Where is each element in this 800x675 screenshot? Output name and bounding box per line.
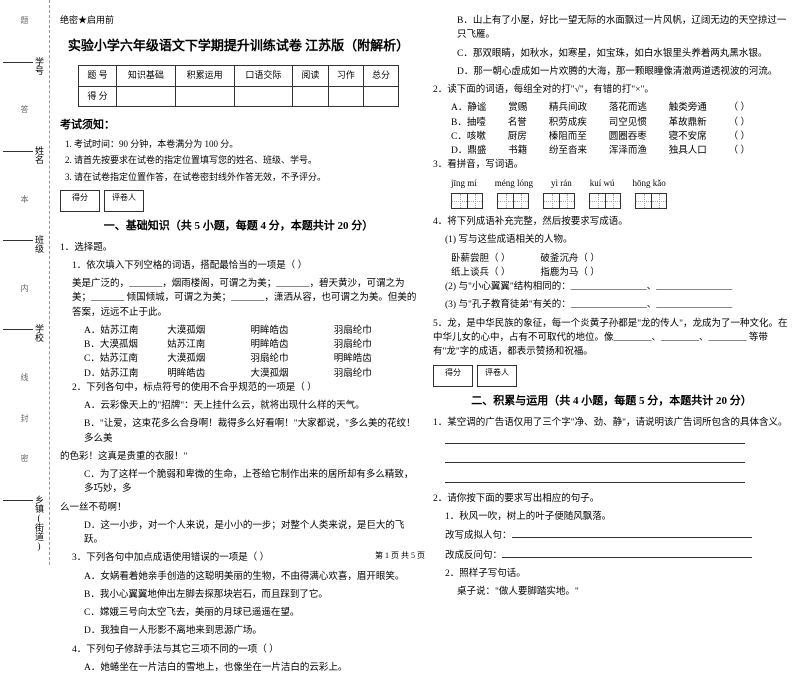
score-row-label: 得 分 bbox=[78, 86, 116, 107]
score-header: 阅读 bbox=[293, 66, 328, 87]
spine-field: 学号 bbox=[3, 55, 46, 75]
option: C．那双眼睛，如秋水，如寒星，如宝珠，如白水银里头养着两丸黑水银。 bbox=[433, 47, 790, 61]
char-box-group bbox=[451, 193, 483, 209]
option: B．山上有了小屋，好比一望无际的水面飘过一片风帆，辽阔无边的天空掠过一只飞雁。 bbox=[433, 14, 790, 43]
secret-mark: 绝密★启用前 bbox=[60, 14, 417, 28]
score-header: 题 号 bbox=[78, 66, 116, 87]
char-box-group bbox=[543, 193, 575, 209]
subquestion: 1．秋风一吹，树上的叶子便随风飘落。 bbox=[433, 510, 790, 524]
option-cont: 的色彩！这真是贵重的衣服！" bbox=[60, 450, 417, 464]
subquestion: 1．依次填入下列空格的词语，搭配最恰当的一项是（ ） bbox=[60, 259, 417, 273]
right-column: B．山上有了小屋，好比一望无际的水面飘过一片风帆，辽阔无边的天空掠过一只飞雁。 … bbox=[433, 14, 790, 545]
options-row: B．大漠孤烟姑苏江南明眸皓齿羽扇纶巾 bbox=[60, 338, 417, 352]
question-3: 3．看拼音，写词语。 bbox=[433, 158, 790, 172]
subquestion: 2．下列各句中，标点符号的使用不合乎规范的一项是（ ） bbox=[60, 381, 417, 395]
dash-mark: 答 bbox=[19, 105, 30, 113]
section-title: 二、积累与运用（共 4 小题，每题 5 分，本题共计 20 分） bbox=[433, 393, 790, 410]
notice-title: 考试须知： bbox=[60, 117, 417, 134]
char-boxes-row bbox=[433, 193, 790, 209]
char-box-group bbox=[589, 193, 621, 209]
option: D．我独自一人形影不离地来到思源广场。 bbox=[60, 624, 417, 638]
question-1: 1．选择题。 bbox=[60, 241, 417, 255]
page-footer: 第 1 页 共 5 页 bbox=[0, 550, 800, 561]
true-false-block: A．静谧赏赐精兵间政落花而逃触类旁通（ ） B．抽噎名誉积劳成疾司空见惯革故鼎新… bbox=[433, 101, 790, 158]
spine-field: 姓名 bbox=[3, 144, 46, 164]
subquestion: (2) 与"小心翼翼"结构相同的：________________、______… bbox=[433, 280, 790, 294]
dash-mark: 封 bbox=[19, 414, 30, 422]
question-body: 美是广泛的，_______，烟雨楼阁，可谓之为美；_______，碧天黄沙，可谓… bbox=[60, 277, 417, 320]
score-table: 题 号 知识基础 积累运用 口语交际 阅读 习作 总分 得 分 bbox=[78, 65, 399, 107]
option: D．那一朝心虚成如一片欢腾的大海，那一颗眼瞳像清澈两道透视波的河流。 bbox=[433, 65, 790, 79]
answer-line bbox=[433, 453, 790, 468]
question-2: 2．读下面的词语，每组全对的打"√"，有错的打"×"。 bbox=[433, 83, 790, 97]
option: A．她蜷坐在一片洁白的雪地上，也像坐在一片洁白的云彩上。 bbox=[60, 661, 417, 675]
options-row: A．姑苏江南大漠孤烟明眸皓齿羽扇纶巾 bbox=[60, 324, 417, 338]
example: 桌子说："做人要脚踏实地。" bbox=[433, 585, 790, 599]
idiom-rows: 卧薪尝胆（ ）破釜沉舟（ ） 纸上谈兵（ ）指鹿为马（ ） bbox=[433, 252, 790, 281]
score-header: 知识基础 bbox=[117, 66, 176, 87]
score-entry: 得分 评卷人 bbox=[433, 365, 790, 387]
notice-item: 请首先按要求在试卷的指定位置填写您的姓名、班级、学号。 bbox=[74, 154, 417, 168]
spine-field: 班级 bbox=[3, 233, 46, 253]
option: A．女娲看着她亲手创造的这聪明美丽的生物，不由得满心欢喜，眉开眼笑。 bbox=[60, 570, 417, 584]
option-cont: 么一丝不苟啊！ bbox=[60, 501, 417, 515]
left-column: 绝密★启用前 实验小学六年级语文下学期提升训练试卷 江苏版（附解析） 题 号 知… bbox=[60, 14, 417, 545]
label-line: 改写成拟人句： bbox=[433, 528, 790, 543]
option: B．我小心翼翼地伸出左脚去探那块岩石，而且踩到了它。 bbox=[60, 588, 417, 602]
char-box-group bbox=[635, 193, 667, 209]
grader-cell: 评卷人 bbox=[104, 190, 144, 212]
question: 1．某空调的广告语仅用了三个字"净、劲、静"，请说明该广告词所包含的具体含义。 bbox=[433, 416, 790, 430]
score-cell: 得分 bbox=[433, 365, 473, 387]
option: D．这一小步，对一个人来说，是小小的一步；对整个人类来说，是巨大的飞跃。 bbox=[60, 519, 417, 548]
options-row: C．姑苏江南大漠孤烟羽扇纶巾明眸皓齿 bbox=[60, 352, 417, 366]
dash-mark: 密 bbox=[19, 454, 30, 462]
pinyin-row: jīng mí méng lóng yì rán kuí wú hōng kǎo bbox=[433, 177, 790, 191]
char-box-group bbox=[497, 193, 529, 209]
dash-mark: 本 bbox=[19, 195, 30, 203]
notice-list: 考试时间：90 分钟，本卷满分为 100 分。 请首先按要求在试卷的指定位置填写… bbox=[60, 138, 417, 185]
question: 2．请你按下面的要求写出相应的句子。 bbox=[433, 492, 790, 506]
score-header: 积累运用 bbox=[175, 66, 234, 87]
question-5: 5．龙，是中华民族的象征，每一个炎黄子孙都是"龙的传人"，龙成为了一种文化。在中… bbox=[433, 317, 790, 360]
option: C．为了这样一个脆弱和卑微的生命，上苍给它制作出来的居所却有多么精致，多巧妙，多 bbox=[60, 468, 417, 497]
score-header: 口语交际 bbox=[234, 66, 293, 87]
option: B．"让爱，这束花多么合身啊！裁得多么好看啊！"大家都说，"多么美的花纹！多么美 bbox=[60, 417, 417, 446]
options-row: D．姑苏江南明眸皓齿大漠孤烟羽扇纶巾 bbox=[60, 367, 417, 381]
spine-field: 乡镇(街道) bbox=[3, 493, 46, 551]
option: A．云彩像天上的"招牌"：天上挂什么云，就将出现什么样的天气。 bbox=[60, 399, 417, 413]
spine-field: 学校 bbox=[3, 322, 46, 342]
dash-mark: 题 bbox=[19, 16, 30, 24]
score-header: 总分 bbox=[363, 66, 398, 87]
score-cell: 得分 bbox=[60, 190, 100, 212]
subquestion: 2．照样子写句话。 bbox=[433, 567, 790, 581]
content-area: 绝密★启用前 实验小学六年级语文下学期提升训练试卷 江苏版（附解析） 题 号 知… bbox=[50, 0, 800, 565]
answer-line bbox=[433, 434, 790, 449]
question-4: 4．将下列成语补充完整，然后按要求写成语。 bbox=[433, 215, 790, 229]
notice-item: 请在试卷指定位置作答，在试卷密封线外作答无效，不予评分。 bbox=[74, 171, 417, 185]
score-entry: 得分 评卷人 bbox=[60, 190, 417, 212]
subquestion: (3) 与"孔子教育徒弟"有关的：________________、______… bbox=[433, 298, 790, 312]
notice-item: 考试时间：90 分钟，本卷满分为 100 分。 bbox=[74, 138, 417, 152]
dash-mark: 线 bbox=[19, 373, 30, 381]
section-title: 一、基础知识（共 5 小题，每题 4 分，本题共计 20 分） bbox=[60, 218, 417, 235]
subquestion: 4．下列句子修辞手法与其它三项不同的一项（ ） bbox=[60, 643, 417, 657]
score-header: 习作 bbox=[328, 66, 363, 87]
dash-mark: 内 bbox=[19, 284, 30, 292]
subquestion: (1) 写与这些成语相关的人物。 bbox=[433, 233, 790, 247]
exam-title: 实验小学六年级语文下学期提升训练试卷 江苏版（附解析） bbox=[60, 36, 417, 56]
binding-spine: 题 学号 答 姓名 本 班级 内 学校 线 封 密 乡镇(街道) bbox=[0, 0, 50, 565]
grader-cell: 评卷人 bbox=[477, 365, 517, 387]
option: C．嫦娥三号向太空飞去，美丽的月球已遥遥在望。 bbox=[60, 606, 417, 620]
answer-line bbox=[433, 473, 790, 488]
